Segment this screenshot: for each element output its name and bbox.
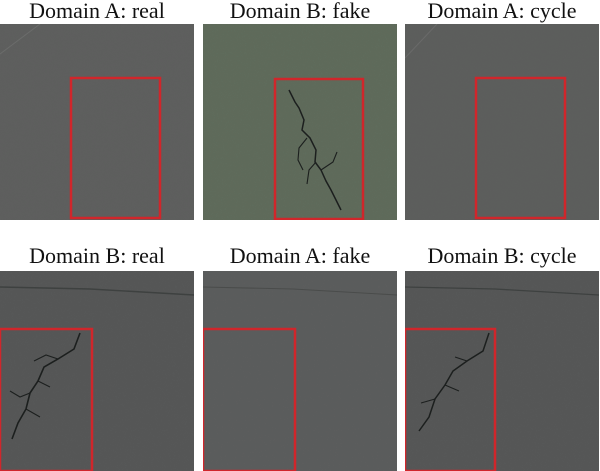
panel-domain-a-real: Domain A: real (0, 0, 194, 220)
highlight-box (0, 327, 94, 471)
panel-label: Domain B: cycle (427, 243, 577, 268)
panel-domain-b-real: Domain B: real (0, 244, 194, 471)
panel-domain-b-cycle: Domain B: cycle (405, 244, 599, 471)
pavement-seam (405, 286, 599, 296)
highlight-box (273, 77, 365, 220)
asphalt-surface (405, 24, 599, 220)
asphalt-image (203, 271, 397, 471)
pavement-seam (405, 24, 438, 59)
panel-domain-a-fake: Domain A: fake (203, 244, 397, 471)
highlight-box (474, 76, 567, 220)
panel-label: Domain B: fake (229, 0, 371, 23)
asphalt-surface (0, 271, 194, 471)
panel-domain-b-fake: Domain B: fake (203, 0, 397, 220)
panel-domain-a-cycle: Domain A: cycle (405, 0, 599, 220)
asphalt-image (405, 271, 599, 471)
panel-label: Domain A: cycle (427, 0, 577, 23)
pavement-seam (0, 24, 41, 55)
crack-mark (418, 332, 490, 432)
highlight-box (405, 327, 497, 471)
crack-mark (297, 137, 338, 185)
crack-mark (288, 89, 342, 211)
pavement-seam (203, 286, 397, 296)
highlight-box (69, 76, 162, 220)
panel-label: Domain A: real (29, 0, 165, 23)
asphalt-surface (0, 24, 194, 220)
pavement-seam (0, 286, 194, 296)
panel-label: Domain B: real (29, 243, 165, 268)
asphalt-surface (405, 271, 599, 471)
asphalt-image (203, 24, 397, 220)
asphalt-image (0, 24, 194, 220)
crack-mark (420, 356, 468, 404)
asphalt-surface (203, 271, 397, 471)
highlight-box (203, 327, 297, 471)
crack-mark (9, 354, 59, 418)
asphalt-image (405, 24, 599, 220)
asphalt-surface (203, 24, 397, 220)
asphalt-image (0, 271, 194, 471)
panel-label: Domain A: fake (229, 243, 371, 268)
